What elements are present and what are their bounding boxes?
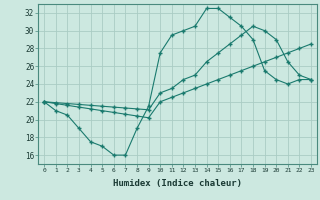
X-axis label: Humidex (Indice chaleur): Humidex (Indice chaleur) <box>113 179 242 188</box>
